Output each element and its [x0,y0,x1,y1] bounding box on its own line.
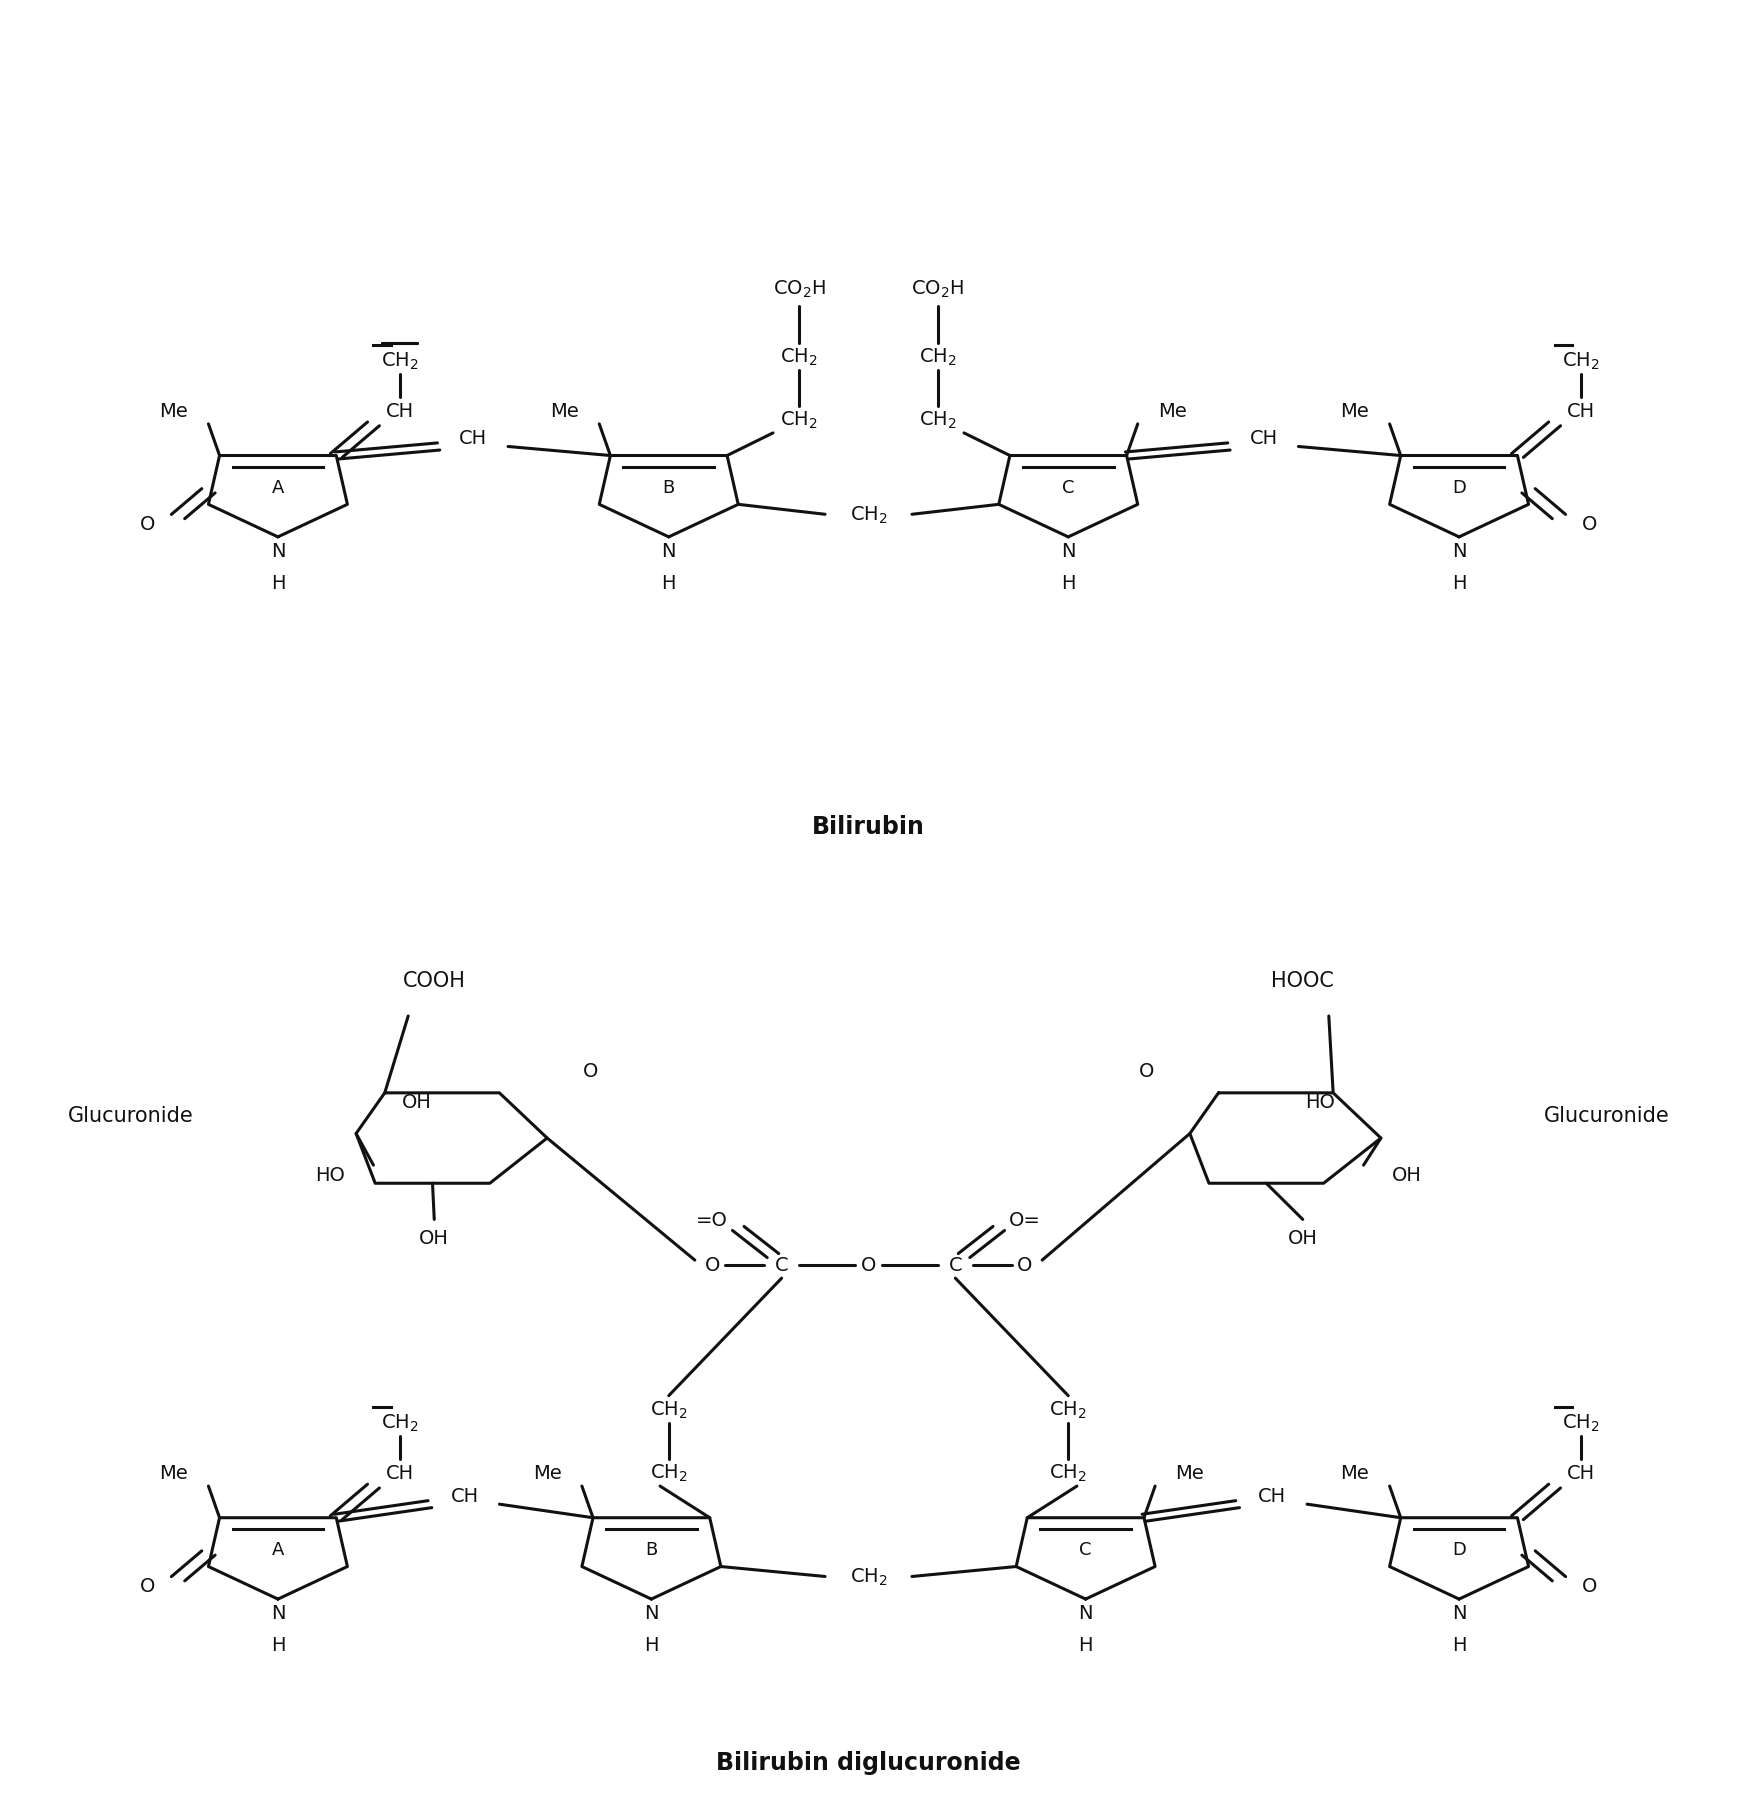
Text: =O: =O [697,1211,728,1229]
Text: OH: OH [1287,1229,1318,1247]
Text: C: C [948,1256,962,1274]
Text: D: D [1452,479,1466,497]
Text: CH$_2$: CH$_2$ [1562,1413,1600,1433]
Text: N: N [1452,1603,1466,1623]
Text: N: N [1452,542,1466,560]
Text: CH$_2$: CH$_2$ [780,347,818,367]
Text: Glucuronide: Glucuronide [1544,1106,1669,1126]
Text: A: A [271,479,285,497]
Text: CH$_2$: CH$_2$ [380,351,419,372]
Text: A: A [271,1541,285,1558]
Text: Bilirubin diglucuronide: Bilirubin diglucuronide [716,1749,1021,1774]
Text: C: C [775,1256,789,1274]
Text: CO$_2$H: CO$_2$H [912,278,964,300]
Text: Me: Me [160,1464,188,1482]
Text: O: O [584,1061,598,1081]
Text: N: N [644,1603,658,1623]
Text: CH$_2$: CH$_2$ [780,410,818,430]
Text: CH: CH [459,428,488,448]
Text: Me: Me [533,1464,561,1482]
Text: C: C [1061,479,1075,497]
Text: O: O [1582,515,1596,533]
Text: HOOC: HOOC [1271,970,1334,990]
Text: CH: CH [1258,1485,1287,1505]
Text: H: H [271,1635,285,1653]
Text: CO$_2$H: CO$_2$H [773,278,825,300]
Text: B: B [644,1541,658,1558]
Text: OH: OH [1391,1166,1423,1184]
Text: CH$_2$: CH$_2$ [650,1462,688,1484]
Text: CH$_2$: CH$_2$ [650,1399,688,1420]
Text: N: N [662,542,676,560]
Text: CH: CH [386,401,413,421]
Text: N: N [271,542,285,560]
Text: C: C [1079,1541,1093,1558]
Text: O: O [862,1256,875,1274]
Text: H: H [271,573,285,593]
Text: H: H [1452,573,1466,593]
Text: CH: CH [1567,401,1595,421]
Text: CH$_2$: CH$_2$ [380,1413,419,1433]
Text: B: B [662,479,676,497]
Text: CH$_2$: CH$_2$ [919,410,957,430]
Text: CH$_2$: CH$_2$ [919,347,957,367]
Text: H: H [644,1635,658,1653]
Text: CH: CH [386,1464,413,1482]
Text: HO: HO [1304,1093,1336,1111]
Text: Me: Me [1341,401,1369,421]
Text: CH$_2$: CH$_2$ [1049,1399,1087,1420]
Text: H: H [662,573,676,593]
Text: HO: HO [314,1166,346,1184]
Text: O: O [1582,1576,1596,1596]
Text: Me: Me [551,401,578,421]
Text: Me: Me [1176,1464,1204,1482]
Text: O: O [705,1256,719,1274]
Text: Me: Me [1159,401,1186,421]
Text: Me: Me [1341,1464,1369,1482]
Text: O: O [1018,1256,1032,1274]
Text: COOH: COOH [403,970,466,990]
Text: CH$_2$: CH$_2$ [849,1567,888,1587]
Text: H: H [1061,573,1075,593]
Text: O: O [141,1576,155,1596]
Text: H: H [1452,1635,1466,1653]
Text: OH: OH [401,1093,433,1111]
Text: CH$_2$: CH$_2$ [849,504,888,526]
Text: Bilirubin: Bilirubin [813,815,924,838]
Text: O: O [141,515,155,533]
Text: Glucuronide: Glucuronide [68,1106,193,1126]
Text: OH: OH [419,1229,450,1247]
Text: H: H [1079,1635,1093,1653]
Text: CH: CH [1249,428,1278,448]
Text: O=: O= [1009,1211,1040,1229]
Text: Me: Me [160,401,188,421]
Text: N: N [1061,542,1075,560]
Text: O: O [1139,1061,1153,1081]
Text: CH: CH [450,1485,479,1505]
Text: CH$_2$: CH$_2$ [1562,351,1600,372]
Text: CH: CH [1567,1464,1595,1482]
Text: N: N [1079,1603,1093,1623]
Text: CH$_2$: CH$_2$ [1049,1462,1087,1484]
Text: D: D [1452,1541,1466,1558]
Text: N: N [271,1603,285,1623]
